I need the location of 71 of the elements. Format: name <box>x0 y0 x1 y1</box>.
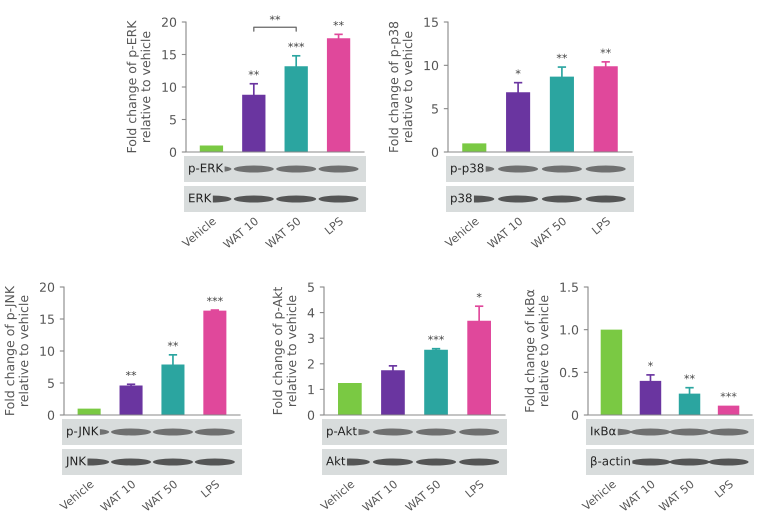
bar <box>120 386 143 415</box>
y-tick-label: 15 <box>40 314 54 324</box>
annotation: *** <box>288 42 304 48</box>
annotation: *** <box>720 392 737 398</box>
x-tick-label: LPS <box>464 479 484 498</box>
bar <box>594 66 618 152</box>
bar <box>200 146 224 152</box>
bar <box>326 38 350 152</box>
text: JNK <box>65 456 86 468</box>
annotation: ** <box>556 54 568 59</box>
y-tick-label: 3 <box>308 334 314 344</box>
annotation: ** <box>248 70 260 76</box>
x-tick-label: LPS <box>200 479 220 498</box>
text: ERK <box>189 194 212 202</box>
bar <box>78 408 101 415</box>
text: p-JNK <box>67 426 99 438</box>
text: p-p38 <box>451 163 484 175</box>
y-axis-title: Fold change of p-p38 relative to vehicle <box>388 22 412 152</box>
bar <box>718 406 740 415</box>
y-tick-label: 15 <box>424 18 438 27</box>
text: p38 <box>451 193 472 205</box>
y-tick-label: 2 <box>308 359 314 369</box>
annotation: ** <box>168 342 178 347</box>
y-tick-label: 1.5 <box>560 282 578 292</box>
y-tick-label: 5 <box>432 104 438 114</box>
y-tick-label: 1.0 <box>560 325 578 335</box>
text: p-Akt <box>327 426 357 438</box>
y-tick-label: 15 <box>162 50 176 60</box>
y-tick-label: 5 <box>48 378 54 388</box>
y-axis-title: Fold change of p-Akt relative to vehicle <box>272 286 296 414</box>
y-tick-label: 0 <box>308 410 314 420</box>
annotation: ** <box>684 374 695 380</box>
annotation: * <box>516 69 521 74</box>
y-tick-label: 0 <box>572 410 578 420</box>
bar <box>424 350 448 415</box>
y-axis-title: Fold change of p-JNK relative to vehicle <box>4 286 28 415</box>
y-tick-label: 0.5 <box>560 368 578 378</box>
bar <box>462 143 486 152</box>
annotation: *** <box>206 296 223 302</box>
annotation: ** <box>333 21 344 26</box>
bar <box>381 370 405 415</box>
bar <box>338 383 362 415</box>
annotation: *** <box>428 335 444 340</box>
y-tick-label: 0 <box>170 147 176 157</box>
text: p-ERK <box>189 164 224 175</box>
y-tick-label: 20 <box>162 17 176 27</box>
y-tick-label: 10 <box>162 82 176 92</box>
y-tick-label: 0 <box>432 147 438 157</box>
y-tick-label: 20 <box>40 282 54 292</box>
y-tick-label: 10 <box>40 346 54 356</box>
text: ** <box>270 15 280 20</box>
y-tick-label: 4 <box>308 308 314 318</box>
y-tick-label: 10 <box>424 60 438 70</box>
bar <box>203 310 226 415</box>
text: IκBα <box>591 426 616 436</box>
y-axis-title: Fold change of p-ERK relative to vehicle <box>126 20 150 152</box>
y-tick-label: 5 <box>308 282 314 292</box>
annotation: ** <box>600 48 611 54</box>
text: Akt <box>326 456 346 466</box>
x-tick-label: LPS <box>714 479 734 498</box>
x-tick-label: LPS <box>324 216 344 235</box>
text: β-actin <box>591 456 630 468</box>
y-tick-label: 0 <box>48 410 54 420</box>
annotation: * <box>648 362 653 367</box>
annotation: * <box>476 292 482 298</box>
x-tick-label: LPS <box>591 216 611 235</box>
annotation: ** <box>126 370 136 376</box>
y-tick-label: 5 <box>170 115 176 124</box>
y-tick-label: 1 <box>308 385 314 394</box>
bar <box>600 330 622 415</box>
y-axis-title: Fold change of IκBα relative to vehicle <box>524 290 548 412</box>
